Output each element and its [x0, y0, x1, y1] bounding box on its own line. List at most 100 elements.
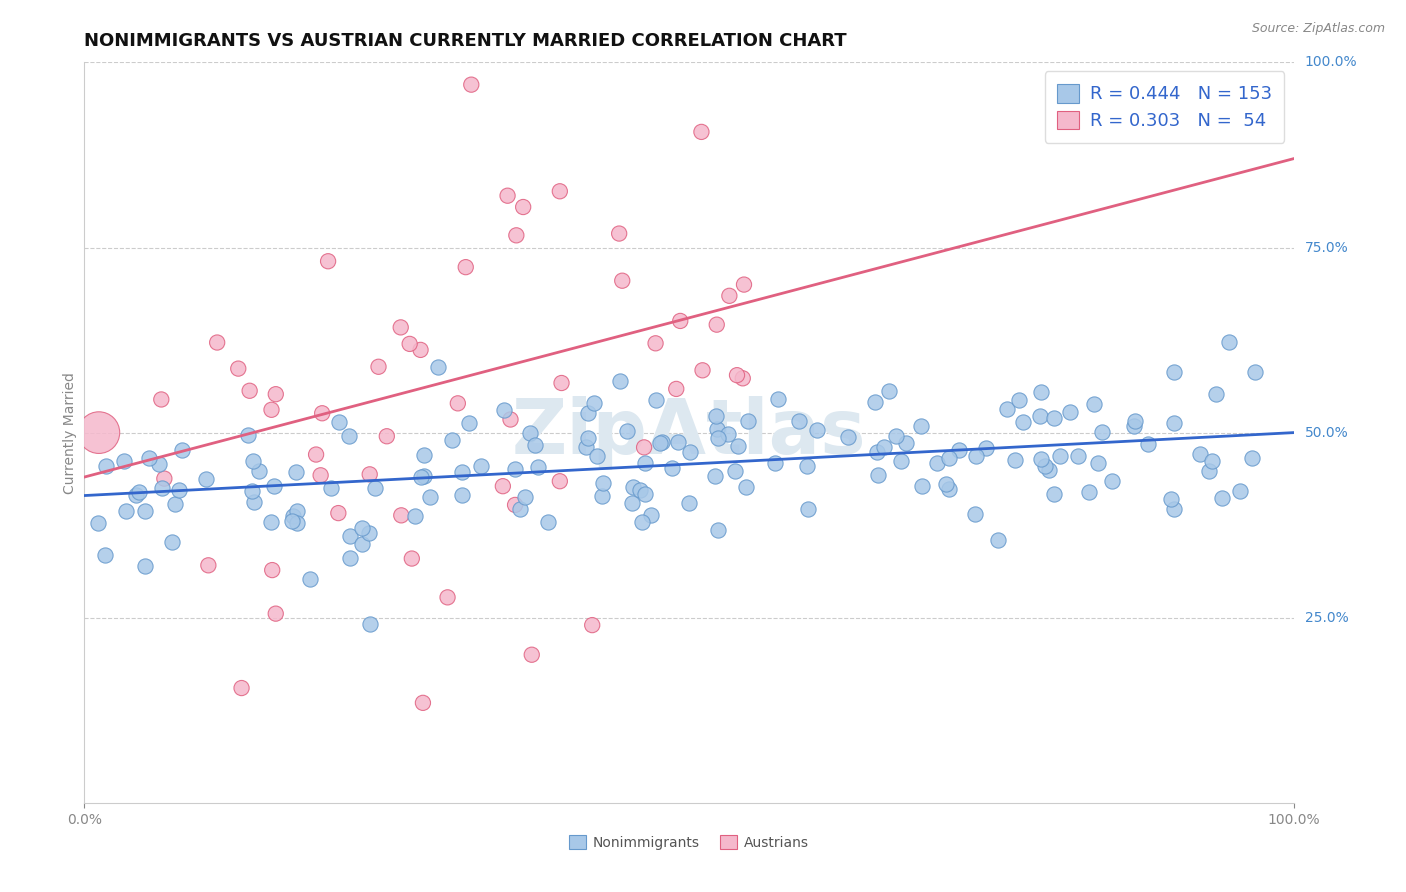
Point: [692, 363, 714, 377]
Text: NONIMMIGRANTS VS AUSTRIAN CURRENTLY MARRIED CORRELATION CHART: NONIMMIGRANTS VS AUSTRIAN CURRENTLY MARR…: [84, 32, 846, 50]
Point: [609, 374, 631, 388]
Point: [499, 412, 522, 426]
Point: [1211, 491, 1233, 505]
Point: [492, 479, 515, 493]
Point: [995, 401, 1018, 416]
Point: [616, 425, 638, 439]
Point: [665, 382, 688, 396]
Point: [735, 480, 758, 494]
Point: [1007, 392, 1029, 407]
Point: [163, 497, 186, 511]
Point: [1078, 485, 1101, 500]
Point: [309, 468, 332, 483]
Text: 100.0%: 100.0%: [1305, 55, 1357, 70]
Point: [796, 458, 818, 473]
Point: [492, 403, 515, 417]
Point: [305, 448, 328, 462]
Point: [240, 483, 263, 498]
Point: [630, 483, 652, 498]
Point: [153, 472, 176, 486]
Point: [644, 336, 666, 351]
Point: [505, 228, 527, 243]
Point: [766, 392, 789, 406]
Point: [328, 416, 350, 430]
Point: [548, 474, 571, 488]
Point: [512, 200, 534, 214]
Point: [704, 469, 727, 483]
Point: [262, 563, 284, 577]
Point: [763, 456, 786, 470]
Point: [723, 464, 745, 478]
Point: [581, 618, 603, 632]
Point: [112, 453, 135, 467]
Point: [1004, 453, 1026, 467]
Point: [375, 429, 398, 443]
Point: [1029, 409, 1052, 423]
Point: [1049, 449, 1071, 463]
Point: [264, 387, 287, 401]
Point: [963, 508, 986, 522]
Point: [247, 464, 270, 478]
Point: [576, 406, 599, 420]
Point: [650, 435, 672, 450]
Point: [910, 419, 932, 434]
Point: [866, 445, 889, 459]
Point: [1163, 416, 1185, 430]
Point: [205, 335, 228, 350]
Point: [621, 480, 644, 494]
Point: [1123, 414, 1146, 428]
Point: [1229, 483, 1251, 498]
Point: [316, 254, 339, 268]
Point: [526, 459, 548, 474]
Point: [364, 481, 387, 495]
Text: 75.0%: 75.0%: [1305, 241, 1348, 254]
Point: [576, 431, 599, 445]
Point: [243, 495, 266, 509]
Point: [633, 441, 655, 455]
Point: [550, 376, 572, 390]
Point: [1198, 464, 1220, 478]
Point: [260, 516, 283, 530]
Point: [1029, 451, 1052, 466]
Point: [150, 392, 173, 407]
Point: [707, 431, 730, 445]
Text: 25.0%: 25.0%: [1305, 611, 1348, 624]
Point: [451, 488, 474, 502]
Point: [509, 502, 531, 516]
Point: [412, 696, 434, 710]
Point: [413, 469, 436, 483]
Point: [1042, 487, 1064, 501]
Point: [409, 343, 432, 357]
Point: [1029, 384, 1052, 399]
Point: [339, 529, 361, 543]
Point: [806, 423, 828, 437]
Point: [1163, 502, 1185, 516]
Point: [513, 490, 536, 504]
Point: [419, 490, 441, 504]
Point: [690, 125, 713, 139]
Point: [352, 536, 374, 550]
Point: [678, 496, 700, 510]
Point: [1205, 387, 1227, 401]
Point: [398, 337, 420, 351]
Point: [520, 648, 543, 662]
Point: [1201, 453, 1223, 467]
Point: [359, 617, 381, 632]
Point: [260, 402, 283, 417]
Point: [134, 504, 156, 518]
Point: [865, 395, 887, 409]
Legend: Nonimmigrants, Austrians: Nonimmigrants, Austrians: [564, 830, 814, 855]
Point: [436, 591, 458, 605]
Point: [239, 384, 262, 398]
Point: [284, 465, 307, 479]
Point: [1136, 436, 1159, 450]
Point: [470, 458, 492, 473]
Point: [148, 457, 170, 471]
Point: [935, 477, 957, 491]
Point: [128, 485, 150, 500]
Point: [911, 479, 934, 493]
Point: [591, 489, 613, 503]
Point: [987, 533, 1010, 548]
Point: [1123, 419, 1146, 434]
Point: [411, 470, 433, 484]
